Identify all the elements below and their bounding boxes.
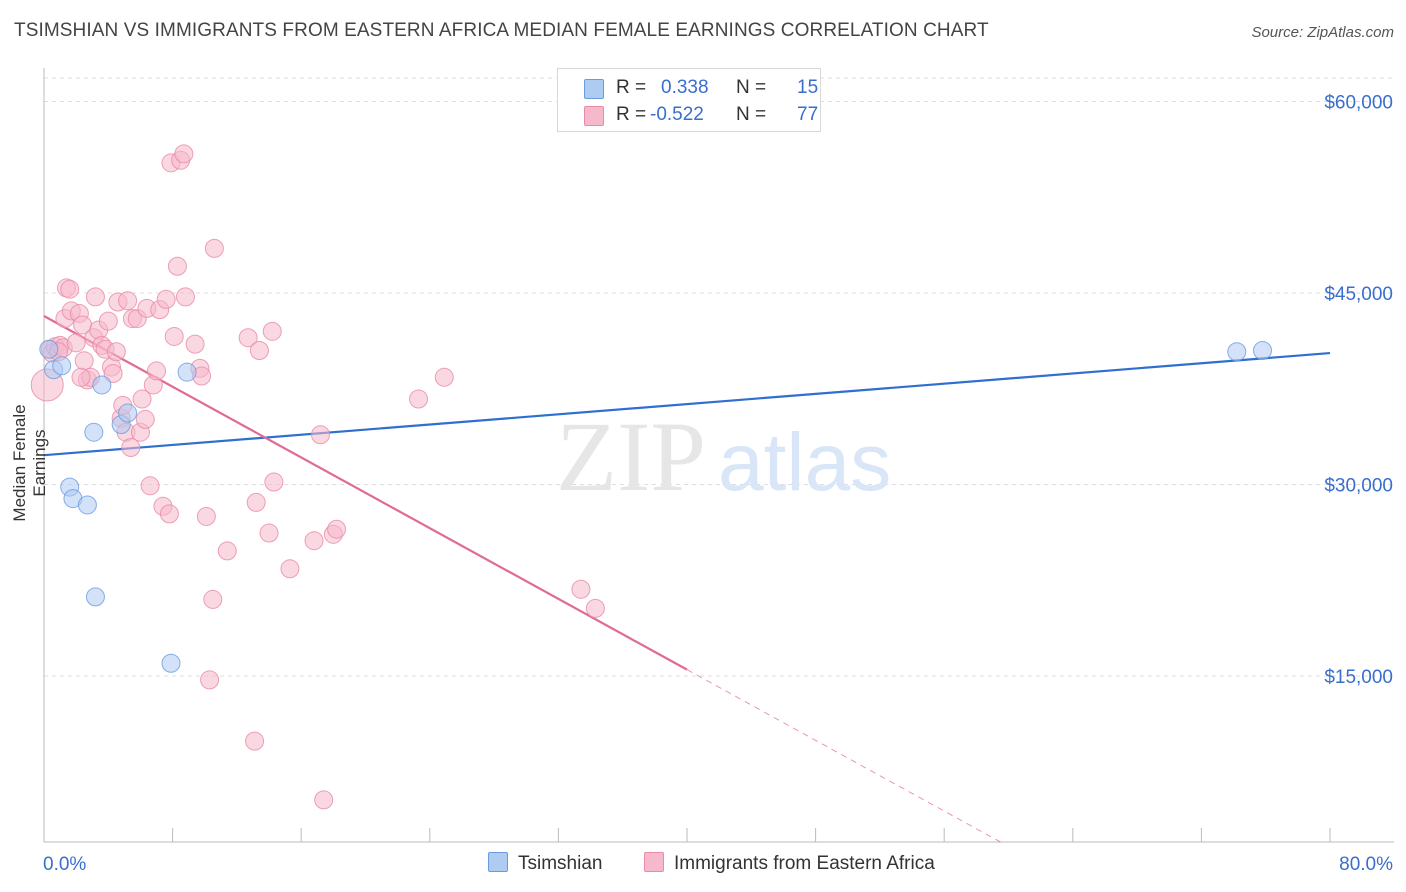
eastern-africa-point [98,311,118,331]
gridlines [44,77,1394,677]
legend-n-label: N = [736,104,767,125]
tsimshian-point [161,653,181,673]
eastern-africa-point [132,389,152,409]
tsimshian-trendline [43,351,1331,457]
legend-n-label: N = [736,77,767,98]
watermark: ZIP atlas [556,401,891,512]
data-points [30,144,1272,810]
tsimshian-point [77,495,97,515]
eastern-africa-point [409,389,429,409]
eastern-africa-point [327,519,347,539]
legend-r-value: 0.338 [661,77,709,98]
legend-r-value: -0.522 [650,104,704,125]
tsimshian-point [39,339,59,359]
eastern-africa-point [196,506,216,526]
eastern-africa-point [245,731,265,751]
trendlines [43,315,1331,843]
eastern-africa-point [135,409,155,429]
tsimshian-point [177,362,197,382]
correlation-legend: R = 0.338 N = 15 R = -0.522 N = 77 [557,68,821,132]
legend-swatch-blue [584,79,604,99]
eastern-africa-point [259,523,279,543]
eastern-africa-point [106,342,126,362]
tsimshian-point [85,587,105,607]
eastern-africa-point [174,144,194,164]
eastern-africa-point [264,472,284,492]
legend-r-label: R = [616,104,647,125]
tsimshian-point [1227,342,1247,362]
y-tick-label: $60,000 [1324,93,1393,114]
legend-r-label: R = [616,77,647,98]
eastern-africa-point [118,291,138,311]
eastern-africa-point [85,287,105,307]
eastern-africa-point [314,790,334,810]
bottom-legend-eastern-africa: Immigrants from Eastern Africa [644,852,935,875]
tsimshian-point [84,422,104,442]
legend-swatch-pink [584,106,604,126]
eastern-africa-point [203,589,223,609]
legend-n-value: 15 [797,77,819,98]
tick-labels: $60,000 $45,000 $30,000 $15,000 0.0% 80.0% [43,93,1393,875]
eastern-africa-point [217,541,237,561]
eastern-africa-point [167,256,187,276]
eastern-africa-point [175,287,195,307]
eastern-africa-point [140,476,160,496]
eastern-africa-point [585,598,605,618]
legend-n-value: 77 [797,104,819,125]
eastern-africa-point [60,279,80,299]
y-tick-label: $45,000 [1324,284,1393,305]
tsimshian-point [52,356,72,376]
eastern-africa-point [246,492,266,512]
eastern-africa-point [74,351,94,371]
eastern-africa-point [159,504,179,524]
x-tick-label-min: 0.0% [43,854,86,875]
eastern-africa-point [200,670,220,690]
y-tick-label: $15,000 [1324,667,1393,688]
y-axis-title: Median Female Earnings [10,404,49,522]
eastern-africa-point [434,367,454,387]
eastern-africa-point [103,363,123,383]
eastern-africa-point [121,438,141,458]
eastern-africa-point [164,326,184,346]
eastern-africa-point [310,425,330,445]
eastern-africa-point [249,340,269,360]
tsimshian-point [118,403,138,423]
y-tick-label: $30,000 [1324,476,1393,497]
eastern-africa-point [71,367,91,387]
bottom-legend-label-tsimshian: Tsimshian [518,853,603,874]
eastern-africa-point [156,289,176,309]
eastern-africa-point [66,333,86,353]
eastern-africa-point [262,321,282,341]
eastern-africa-point [304,531,324,551]
bottom-legend-swatch-blue [488,852,508,872]
eastern-africa-point [204,238,224,258]
eastern-africa-point [185,334,205,354]
bottom-legend-swatch-pink [644,852,664,872]
eastern-africa-point [280,559,300,579]
bottom-legend-tsimshian: Tsimshian [488,852,602,875]
eastern-africa-point [238,328,258,348]
eastern-africa-point [571,579,591,599]
watermark-zip: ZIP [556,401,706,512]
tsimshian-point [92,375,112,395]
eastern-africa-point [147,361,167,381]
eastern-africa-trendline-extension [686,669,1001,843]
bottom-legend-label-eastern-africa: Immigrants from Eastern Africa [674,853,935,874]
source-label: Source: ZipAtlas.com [1251,24,1394,41]
chart-title: TSIMSHIAN VS IMMIGRANTS FROM EASTERN AFR… [14,20,989,41]
x-tick-label-max: 80.0% [1339,854,1393,875]
watermark-atlas: atlas [718,417,891,508]
tsimshian-point [1252,340,1272,360]
